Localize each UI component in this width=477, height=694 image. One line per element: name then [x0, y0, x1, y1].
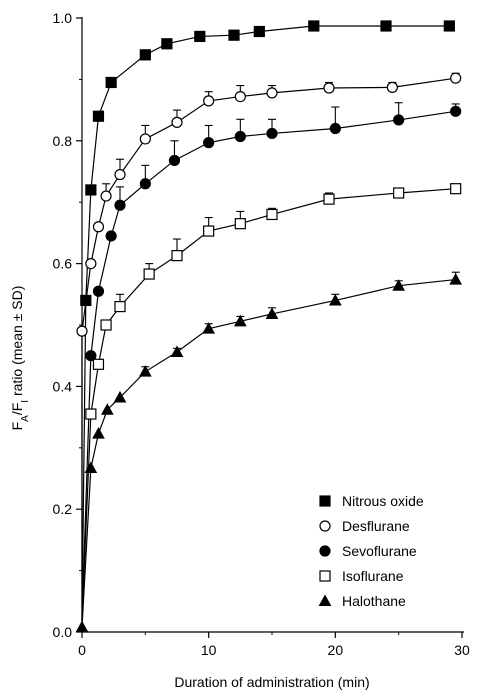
data-point-sevoflurane: [92, 285, 105, 297]
y-tick-label: 0.4: [53, 378, 73, 394]
data-point-desflurane: [100, 190, 112, 202]
error-bars: [102, 72, 460, 372]
data-point-isoflurane: [100, 319, 112, 331]
data-point-sevoflurane: [266, 127, 278, 140]
data-point-nitrous-oxide: [85, 184, 97, 196]
data-point-isoflurane: [323, 193, 335, 205]
axes: 0.0 0.2 0.4 0.6 0.8 1.0 0 10 20 30: [53, 10, 470, 658]
data-point-nitrous-oxide: [105, 76, 117, 89]
data-point-desflurane: [323, 82, 335, 94]
x-tick-label: 0: [78, 642, 86, 658]
y-tick-label: 0.2: [53, 501, 73, 517]
data-point-desflurane: [203, 95, 215, 107]
data-point-halothane: [170, 345, 184, 358]
x-tick-label: 20: [328, 642, 344, 658]
data-point-halothane: [75, 620, 89, 633]
data-point-isoflurane: [114, 300, 126, 313]
data-point-desflurane: [114, 168, 126, 181]
y-axis-title-part: ratio (mean ± SD): [9, 286, 25, 400]
data-point-halothane: [92, 427, 105, 439]
data-point-halothane: [392, 279, 406, 291]
data-point-sevoflurane: [85, 350, 97, 362]
data-point-sevoflurane: [168, 154, 181, 167]
series-line-halothane: [81, 278, 456, 628]
data-point-isoflurane: [143, 268, 155, 280]
data-point-nitrous-oxide: [253, 25, 265, 38]
x-axis-title: Duration of administration (min): [174, 674, 369, 690]
legend-marker-desflurane: [319, 520, 331, 532]
data-point-isoflurane: [92, 358, 105, 370]
data-point-halothane: [233, 314, 247, 327]
data-point-isoflurane: [266, 208, 278, 221]
data-point-sevoflurane: [203, 137, 215, 149]
y-axis-title-part: A: [20, 415, 31, 422]
data-point-desflurane: [450, 72, 462, 84]
data-point-desflurane: [386, 81, 398, 93]
data-point-halothane: [138, 365, 152, 377]
data-point-halothane: [449, 273, 463, 285]
legend-marker-halothane: [318, 594, 332, 606]
data-point-nitrous-oxide: [308, 20, 320, 32]
data-point-sevoflurane: [105, 230, 117, 242]
legend-label-nitrous-oxide: Nitrous oxide: [342, 493, 424, 509]
series-markers: [75, 20, 463, 633]
data-point-isoflurane: [85, 408, 97, 420]
data-point-halothane: [100, 403, 114, 415]
legend-marker-nitrous-oxide: [319, 495, 331, 507]
data-point-sevoflurane: [450, 105, 462, 117]
data-point-isoflurane: [393, 187, 405, 199]
legend-label-isoflurane: Isoflurane: [342, 568, 404, 584]
data-point-sevoflurane: [234, 130, 246, 143]
data-point-nitrous-oxide: [161, 38, 173, 50]
y-axis-title-part: I: [20, 400, 31, 403]
legend: Nitrous oxide Desflurane Sevoflurane Isoflu…: [318, 493, 424, 609]
data-point-desflurane: [85, 258, 97, 270]
y-axis-title-part: F: [9, 422, 25, 431]
data-point-sevoflurane: [139, 178, 151, 190]
data-point-desflurane: [171, 116, 183, 128]
data-point-nitrous-oxide: [139, 49, 151, 61]
data-point-desflurane: [76, 325, 88, 337]
legend-marker-sevoflurane: [319, 545, 331, 557]
data-point-halothane: [328, 293, 342, 306]
y-tick-label: 0.0: [53, 624, 73, 640]
y-tick-label: 1.0: [53, 10, 73, 26]
y-axis-title-part: /F: [9, 403, 25, 415]
y-tick-label: 0.8: [53, 133, 73, 149]
data-point-isoflurane: [234, 218, 246, 230]
data-point-desflurane: [92, 221, 105, 233]
x-tick-label: 10: [201, 642, 217, 658]
data-point-nitrous-oxide: [92, 110, 105, 122]
x-tick-label: 30: [454, 642, 470, 658]
data-point-nitrous-oxide: [80, 294, 92, 307]
legend-marker-isoflurane: [319, 570, 331, 582]
legend-label-desflurane: Desflurane: [342, 518, 410, 534]
data-point-desflurane: [234, 90, 246, 103]
data-point-desflurane: [266, 87, 278, 99]
legend-label-halothane: Halothane: [342, 593, 406, 609]
data-point-halothane: [84, 461, 98, 474]
data-point-nitrous-oxide: [194, 30, 206, 43]
data-point-sevoflurane: [114, 199, 126, 211]
data-point-nitrous-oxide: [228, 29, 240, 41]
data-point-isoflurane: [450, 183, 462, 195]
legend-label-sevoflurane: Sevoflurane: [342, 543, 417, 559]
y-tick-label: 0.6: [53, 256, 73, 272]
data-point-nitrous-oxide: [380, 20, 392, 32]
data-point-halothane: [265, 307, 279, 319]
data-point-desflurane: [139, 133, 151, 145]
data-point-isoflurane: [171, 250, 183, 262]
y-axis-title: FA/FI ratio (mean ± SD): [9, 286, 31, 431]
data-point-nitrous-oxide: [443, 20, 455, 32]
data-point-sevoflurane: [329, 122, 341, 135]
series-line-desflurane: [81, 77, 456, 620]
data-point-halothane: [113, 390, 127, 403]
data-point-isoflurane: [203, 225, 215, 237]
data-point-halothane: [202, 322, 216, 334]
data-point-sevoflurane: [393, 114, 405, 126]
